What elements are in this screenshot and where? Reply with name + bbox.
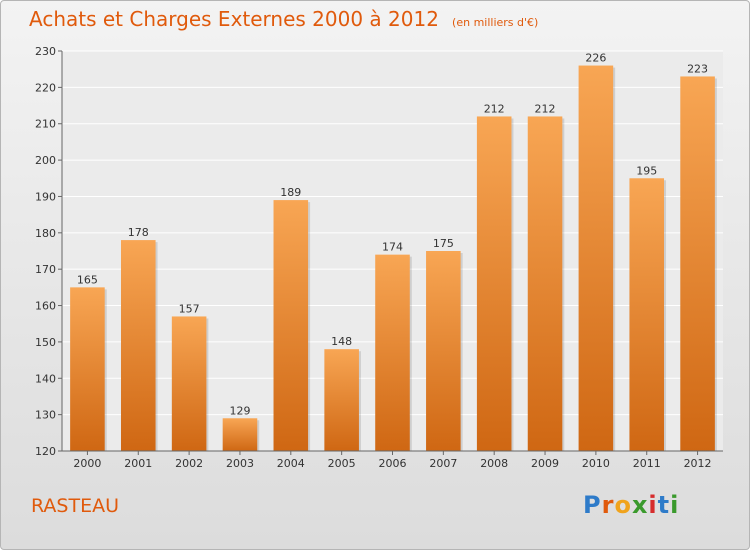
- x-tick-label: 2011: [633, 457, 661, 470]
- x-tick-label: 2005: [328, 457, 356, 470]
- bar-value-label: 189: [280, 186, 301, 199]
- bar-value-label: 175: [433, 237, 454, 250]
- logo-letter: i: [670, 491, 680, 519]
- x-tick-label: 2000: [73, 457, 101, 470]
- bar: [426, 251, 461, 451]
- logo-letter: x: [631, 491, 649, 519]
- y-tick-label: 120: [35, 445, 56, 458]
- bar-value-label: 178: [128, 226, 149, 239]
- bar-value-label: 195: [636, 164, 657, 177]
- x-tick-label: 2008: [480, 457, 508, 470]
- x-tick-label: 2007: [429, 457, 457, 470]
- y-tick-label: 210: [35, 118, 56, 131]
- x-tick-label: 2010: [582, 457, 610, 470]
- logo-letter: r: [601, 491, 615, 519]
- x-tick-label: 2001: [124, 457, 152, 470]
- bar: [476, 116, 512, 452]
- bar-value-label: 165: [77, 273, 98, 286]
- y-tick-label: 170: [35, 263, 56, 276]
- y-tick-label: 190: [35, 190, 56, 203]
- bar-value-label: 148: [331, 335, 352, 348]
- x-tick-label: 2002: [175, 457, 203, 470]
- bar: [273, 200, 309, 451]
- bar-value-label: 226: [585, 52, 606, 65]
- y-tick-label: 150: [35, 336, 56, 349]
- logo-letter: P: [583, 491, 602, 519]
- title-row: Achats et Charges Externes 2000 à 2012 (…: [29, 7, 538, 31]
- y-tick-label: 130: [35, 409, 56, 422]
- bar: [375, 254, 410, 451]
- bar-value-label: 157: [179, 302, 200, 315]
- proxiti-logo: Proxiti: [583, 491, 679, 519]
- bar: [324, 349, 359, 451]
- bar-value-label: 174: [382, 241, 403, 254]
- bar: [222, 418, 258, 451]
- y-tick-label: 230: [35, 45, 56, 58]
- x-tick-label: 2004: [277, 457, 305, 470]
- y-tick-label: 180: [35, 227, 56, 240]
- axis-layer: 120 130 140 150 160 170 180 190 200 210 220 230 2000…: [35, 45, 723, 470]
- bar: [120, 240, 156, 451]
- logo-letter: t: [657, 491, 671, 519]
- chart-title: Achats et Charges Externes 2000 à 2012: [29, 7, 439, 31]
- bar-value-label: 212: [484, 102, 505, 115]
- bar: [680, 76, 715, 452]
- bar: [171, 316, 207, 451]
- y-tick-label: 220: [35, 81, 56, 94]
- chart-subtitle: (en milliers d'€): [452, 16, 539, 29]
- logo-letter: o: [614, 491, 632, 519]
- bar-value-label: 223: [687, 62, 708, 75]
- bar: [629, 178, 665, 452]
- y-tick-label: 200: [35, 154, 56, 167]
- commune-name: RASTEAU: [31, 495, 120, 517]
- bar: [527, 116, 563, 452]
- y-tick-label: 160: [35, 300, 56, 313]
- x-tick-label: 2006: [379, 457, 407, 470]
- bars-layer: 165 178 157 129 189 148 174 175 212 212 226 195 223: [70, 52, 717, 452]
- bar-value-label: 212: [535, 102, 556, 115]
- bar-value-label: 129: [229, 404, 250, 417]
- bar: [70, 287, 105, 451]
- bar: [578, 65, 614, 451]
- y-tick-label: 140: [35, 372, 56, 385]
- x-tick-label: 2012: [684, 457, 712, 470]
- x-tick-label: 2009: [531, 457, 559, 470]
- x-tick-label: 2003: [226, 457, 254, 470]
- logo-letter: i: [648, 491, 658, 519]
